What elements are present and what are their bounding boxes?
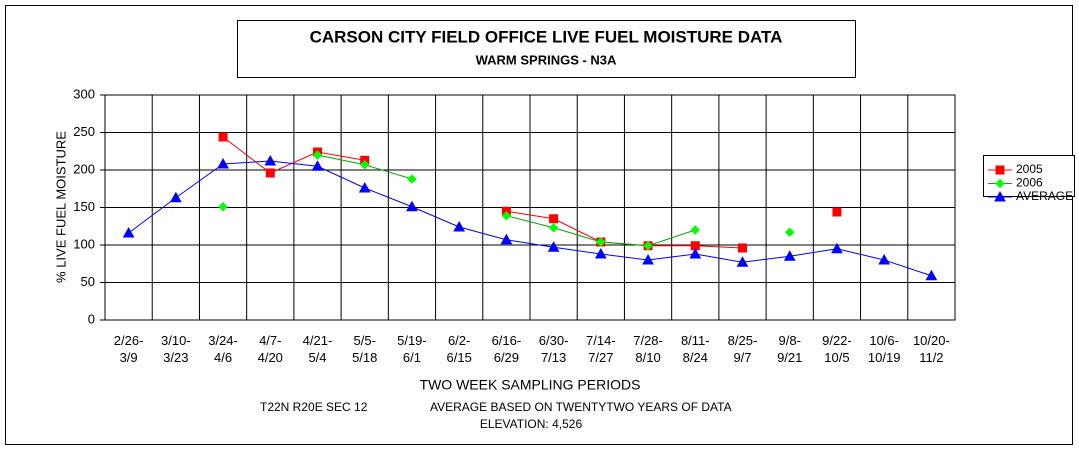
x-tick-label: 10/6-10/19 [868,333,901,365]
marker [643,241,653,251]
chart-subtitle: WARM SPRINGS - N3A [476,52,617,67]
marker [218,202,228,212]
marker [312,150,323,160]
x-tick-label: 6/30-7/13 [539,333,569,365]
legend-label: 2006 [1016,176,1043,190]
legend-marker [995,178,1005,189]
marker [783,250,796,261]
legend-box [983,155,1075,197]
marker [358,181,371,193]
annotation: ELEVATION: 4,526 [480,417,583,431]
y-tick-label: 250 [73,124,95,139]
marker [169,191,182,203]
marker [690,225,700,235]
x-tick-label: 5/19-6/1 [397,333,427,365]
marker [500,233,513,245]
legend-marker [995,165,1005,175]
y-tick-label: 0 [88,311,95,326]
y-tick-label: 50 [81,274,95,289]
x-tick-label: 3/24-4/6 [208,333,238,365]
marker [785,227,795,237]
title-box [237,20,856,78]
marker [689,247,702,259]
x-tick-label: 9/8-9/21 [777,333,802,365]
annotation: T22N R20E SEC 12 [260,400,368,414]
y-tick-label: 200 [73,161,95,176]
y-tick-label: 100 [73,236,95,251]
x-tick-label: 2/26-3/9 [114,333,144,365]
x-tick-label: 4/21-5/4 [303,333,333,365]
y-tick-label: 150 [73,199,95,214]
marker [217,157,229,169]
x-tick-label: 7/28-8/10 [633,333,663,365]
series-line [128,160,932,277]
legend-marker [994,190,1006,202]
marker [360,160,370,170]
y-tick-label: 300 [73,86,95,101]
marker [925,269,938,281]
x-tick-label: 10/20-11/2 [913,333,950,365]
marker [832,207,842,217]
marker [736,256,749,267]
x-tick-label: 8/11-8/24 [681,333,710,365]
x-tick-label: 5/5-5/18 [352,333,377,365]
x-axis-title: TWO WEEK SAMPLING PERIODS [420,377,641,393]
y-axis-title: % LIVE FUEL MOISTURE [53,131,68,283]
marker [549,214,559,224]
marker [264,154,277,166]
x-tick-label: 8/25-9/7 [728,333,758,365]
marker [831,242,843,254]
marker [547,241,560,252]
marker [594,247,607,259]
x-tick-label: 6/2-6/15 [447,333,472,365]
x-tick-label: 7/14-7/27 [586,333,616,365]
marker [642,253,654,265]
marker [406,200,418,212]
marker [453,220,466,232]
marker [548,223,559,233]
x-tick-label: 9/22-10/5 [822,333,852,365]
x-tick-label: 6/16-6/29 [492,333,522,365]
x-tick-label: 3/10-3/23 [161,333,191,365]
marker [738,243,747,253]
marker [596,237,606,247]
marker [407,174,417,184]
marker [218,132,228,142]
x-tick-label: 4/7-4/20 [258,333,283,365]
legend-label: 2005 [1016,162,1043,176]
marker [122,226,135,238]
chart-title: CARSON CITY FIELD OFFICE LIVE FUEL MOIST… [310,27,783,46]
legend-label: AVERAGE [1016,189,1073,203]
marker [265,168,275,178]
marker [878,253,891,265]
marker [501,211,512,221]
marker [311,160,324,171]
annotation: AVERAGE BASED ON TWENTYTWO YEARS OF DATA [430,400,732,414]
